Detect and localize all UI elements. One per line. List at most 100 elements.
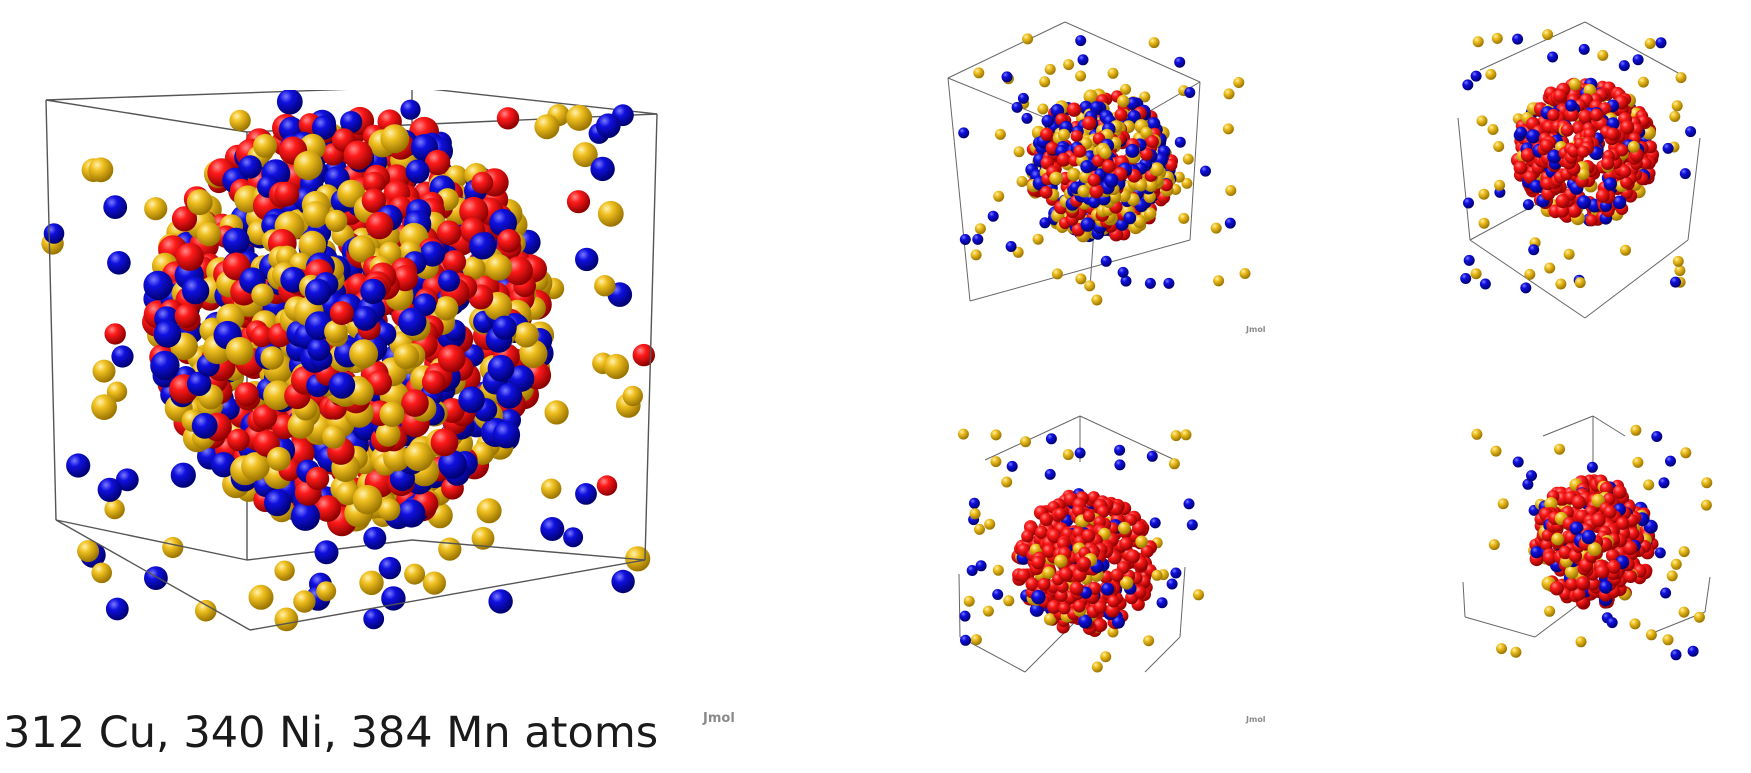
atom-sphere [497,229,521,253]
atom-sphere [1069,581,1084,596]
atom-sphere [174,303,199,328]
atom-sphere [316,581,337,602]
atom-sphere [314,495,341,522]
atom-sphere [1174,56,1186,68]
atom-sphere [1560,123,1574,137]
thumbnail-view-3[interactable] [945,412,1225,687]
atom-sphere [1021,112,1033,124]
atom-sphere [632,343,655,367]
atom-sphere [234,382,259,407]
box-edge [1464,616,1536,638]
atom-sphere [365,211,394,240]
atom-sphere [293,150,323,181]
atom-sphere [1075,70,1087,82]
atom-sphere [360,278,386,305]
box-edge [1144,636,1181,673]
atom-sphere [1181,177,1193,189]
box-front-edges [45,99,658,631]
atom-sphere [1186,519,1198,531]
atom-sphere [1148,37,1160,49]
atom-sphere [994,128,1006,140]
atom-sphere [115,468,139,492]
main-cluster-view[interactable] [40,90,745,715]
box-edge [1189,81,1201,241]
atom-sphere [1565,99,1578,112]
atom-sphere [1654,547,1666,559]
atom-sphere [1540,538,1553,551]
atom-sphere [1510,646,1522,658]
atom-sphere [1612,195,1627,210]
atom-sphere [975,560,987,572]
atom-sphere [1555,204,1570,218]
atom-sphere [1006,460,1018,472]
atom-sphere [1184,87,1196,98]
atom-sphere [1497,498,1509,510]
atom-sphere [1680,447,1692,459]
atom-sphere [263,380,293,411]
box-edge [1457,117,1471,241]
atom-sphere [1021,529,1034,543]
thumbnail-view-4[interactable] [1455,412,1735,677]
atom-sphere [1671,100,1683,112]
atom-sphere [1066,102,1082,117]
atom-sphere [1102,159,1116,174]
atom-sphere [343,140,373,170]
atom-sphere [1563,248,1575,260]
atom-sphere [1224,217,1236,229]
atom-sphere [1558,545,1572,560]
atom-sphere [974,223,986,235]
atom-sphere [1056,152,1071,167]
atom-sphere [1099,146,1112,159]
atom-sphere [430,428,459,457]
atom-sphere [984,518,996,530]
atom-cluster [41,90,655,632]
atom-sphere [1479,278,1491,290]
atom-sphere [1487,124,1499,135]
atom-sphere [274,560,295,581]
atom-sphere [379,401,405,427]
atom-sphere [181,277,210,305]
atom-sphere [1478,188,1490,200]
thumbnail-view-2[interactable] [1450,18,1740,320]
atom-sphere [992,564,1004,576]
atom-sphere [1123,211,1137,225]
atom-sphere [1524,268,1536,280]
box-edge [1687,137,1701,241]
atom-sphere [1670,649,1682,661]
atom-sphere [960,634,971,646]
atom-sphere [968,497,980,509]
atom-sphere [1083,89,1098,104]
atom-sphere [1134,179,1148,192]
atom-sphere [1670,558,1682,570]
atom-sphere [1043,613,1057,626]
atom-sphere [1463,197,1474,209]
atom-sphere [1058,567,1073,582]
atom-sphere [1470,70,1482,82]
atom-sphere [1643,479,1655,491]
atom-sphere [1041,114,1055,128]
atom-sphere [1554,443,1565,455]
atom-sphere [1174,136,1186,148]
atom-sphere [485,254,512,281]
atom-sphere [1117,94,1130,108]
atom-sphere [1149,517,1161,529]
atom-sphere [572,142,598,168]
atom-sphere [1001,476,1013,488]
atom-sphere [1687,645,1699,657]
atom-sphere [1139,91,1151,103]
atom-sphere [253,133,278,158]
atom-sphere [1114,108,1128,122]
thumbnail-view-1[interactable] [940,18,1280,340]
atom-sphere [596,475,618,496]
atom-sphere [1612,484,1627,499]
atom-sphere [1170,430,1182,442]
atom-sphere [1210,222,1222,234]
atom-sphere [1107,626,1119,638]
atom-sphere [1039,512,1053,527]
atom-sphere [1080,160,1094,174]
atom-sphere [1114,444,1126,456]
atom-sphere [987,210,999,222]
atom-sphere [1078,614,1093,629]
atom-sphere [359,570,384,595]
atom-sphere [1512,33,1524,45]
